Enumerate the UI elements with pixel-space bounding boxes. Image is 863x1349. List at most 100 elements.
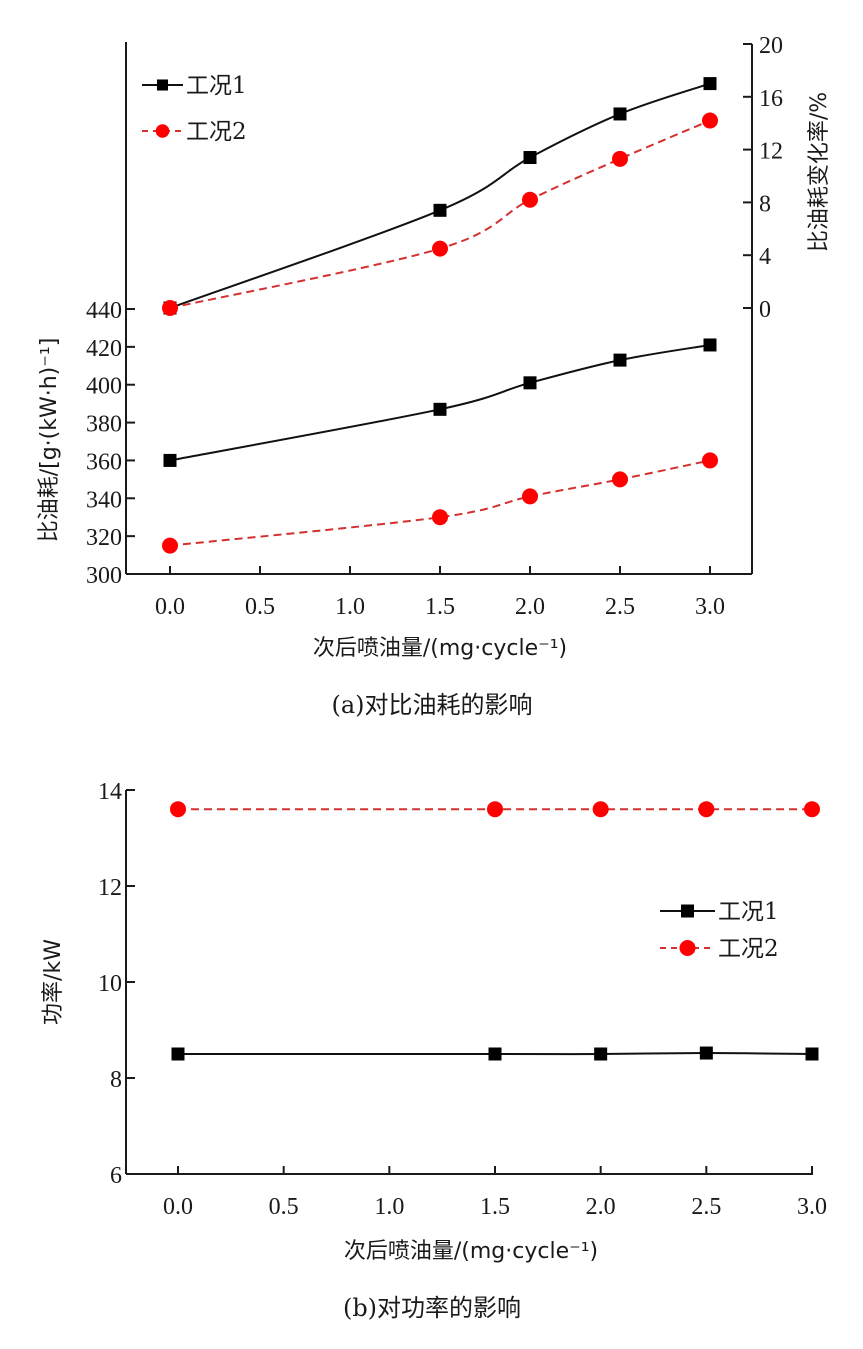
chart-a-y2-tick-label: 8 — [759, 191, 771, 217]
chart-a-y2-tick-label: 12 — [759, 139, 783, 165]
chart-a-series-3-point — [523, 151, 537, 165]
chart-b-x-tick-label: 1.5 — [480, 1194, 510, 1220]
chart-a-x-tick-label: 1.5 — [425, 594, 455, 620]
chart-a-series-2-point — [612, 471, 628, 488]
chart-a-series-2-line — [169, 459, 711, 547]
chart-a-series-1-point — [703, 338, 717, 352]
chart-a-y-tick-label: 300 — [86, 563, 122, 589]
chart-a-y-tick-label: 400 — [86, 374, 122, 400]
chart-a-legend-label: 工况2 — [186, 119, 247, 145]
chart-b-x-axis-title: 次后喷油量/(mg·cycle⁻¹) — [344, 1239, 598, 1264]
chart-a-x-tick-label: 1.0 — [335, 594, 365, 620]
chart-a-series-3-point — [703, 77, 717, 91]
chart-a-y-tick-label: 340 — [86, 487, 122, 513]
chart-b-series-1 — [171, 1046, 819, 1061]
chart-a-legend-marker — [155, 124, 170, 138]
chart-b-series-2-point — [170, 801, 186, 818]
chart-b-y-tick-label: 12 — [98, 875, 122, 901]
chart-a-series-4-line — [169, 119, 711, 309]
chart-a-series-2 — [162, 452, 718, 554]
chart-a-y-tick-label: 440 — [86, 298, 122, 324]
chart-a-legend: 工况1 工况2 — [142, 73, 247, 145]
chart-a-series-3-point — [433, 203, 447, 217]
chart-b-y-tick-label: 14 — [98, 779, 122, 805]
chart-a-x-tick-label: 2.0 — [515, 594, 545, 620]
chart-a-x-tick-label: 3.0 — [695, 594, 725, 620]
chart-b-x-tick-label: 0.5 — [269, 1194, 299, 1220]
chart-b-series — [170, 801, 820, 1061]
chart-b-legend-item-2: 工况2 — [660, 936, 779, 962]
chart-a-caption: (a)对比油耗的影响 — [331, 691, 532, 719]
chart-b-legend-label: 工况1 — [718, 899, 779, 925]
chart-b-series-2-point — [804, 801, 820, 818]
chart-b-x-tick-label: 2.5 — [691, 1194, 721, 1220]
chart-a-series-1-point — [433, 402, 447, 416]
chart-a-y-axis-title: 比油耗/[g·(kW·h)⁻¹] — [37, 338, 62, 543]
chart-b-series-2-point — [592, 801, 609, 818]
chart-a-y2-tick-label: 0 — [759, 297, 771, 323]
chart-b-series-2-point — [487, 801, 503, 818]
chart-a-series-4-point — [162, 300, 178, 316]
chart-b-y-tick-label: 6 — [110, 1163, 122, 1189]
chart-a-series-4-point — [612, 150, 628, 167]
chart-a-series-1 — [163, 338, 717, 467]
chart-a-series-3-point — [613, 107, 627, 121]
chart-a-y-tick-label: 320 — [86, 525, 122, 551]
chart-a-legend-item-2: 工况2 — [142, 119, 247, 145]
chart-a-y2-axis-title: 比油耗变化率/% — [807, 92, 832, 252]
chart-b-series-1-point — [805, 1047, 819, 1061]
chart-a-x-axis-title: 次后喷油量/(mg·cycle⁻¹) — [313, 636, 567, 661]
chart-a-series-2-point — [702, 452, 718, 469]
chart-b-x-tick-label: 3.0 — [797, 1194, 827, 1220]
chart-b-legend-marker — [679, 940, 696, 956]
chart-b-series-1-point — [171, 1047, 185, 1061]
chart-b-series-1-point — [488, 1047, 502, 1061]
chart-a-specific-fuel-consumption: 0.0 0.5 1.0 1.5 2.0 2.5 3.0 300 320 340 360 380 400 4… — [37, 33, 832, 719]
chart-a-series-4 — [162, 112, 718, 316]
chart-a-y2-tick-label: 20 — [759, 33, 783, 59]
chart-a-legend-label: 工况1 — [186, 73, 247, 99]
chart-b-y-axis-title: 功率/kW — [41, 939, 66, 1025]
chart-a-y2-tick-label: 4 — [759, 244, 771, 270]
chart-a-legend-marker — [156, 79, 169, 91]
chart-a-series — [162, 77, 718, 554]
chart-a-series-2-point — [522, 488, 538, 505]
chart-a-x-tick-label: 0.5 — [245, 594, 275, 620]
chart-b-legend-marker — [681, 904, 694, 918]
chart-a-x-tick-label: 0.0 — [155, 594, 185, 620]
chart-b-axes: 0.0 0.5 1.0 1.5 2.0 2.5 3.0 6 8 10 12 14 — [98, 779, 827, 1220]
chart-b-series-2-point — [698, 801, 715, 818]
chart-b-series-1-point — [699, 1046, 713, 1060]
chart-a-axes: 0.0 0.5 1.0 1.5 2.0 2.5 3.0 300 320 340 360 380 400 4… — [86, 33, 783, 620]
chart-b-y-tick-label: 10 — [98, 971, 122, 997]
chart-a-series-2-point — [432, 509, 448, 526]
chart-a-series-4-point — [702, 112, 718, 129]
chart-b-series-2 — [170, 801, 820, 818]
chart-a-series-1-line — [169, 343, 711, 462]
chart-b-x-tick-label: 0.0 — [163, 1194, 193, 1220]
chart-a-legend-item-1: 工况1 — [142, 73, 247, 99]
chart-b-x-tick-label: 2.0 — [586, 1194, 616, 1220]
chart-a-series-4-point — [522, 191, 538, 208]
chart-b-caption: (b)对功率的影响 — [343, 1294, 521, 1322]
chart-a-series-3 — [163, 77, 717, 315]
chart-a-y-tick-label: 360 — [86, 449, 122, 475]
chart-a-series-4-point — [432, 240, 448, 257]
chart-b-legend-label: 工况2 — [718, 936, 779, 962]
chart-b-legend-item-1: 工况1 — [660, 899, 779, 925]
chart-a-series-3-line — [169, 82, 711, 309]
chart-a-series-1-point — [523, 376, 537, 390]
chart-a-series-1-point — [613, 353, 627, 367]
chart-a-series-2-point — [162, 537, 178, 554]
chart-b-y-tick-label: 8 — [110, 1067, 122, 1093]
chart-b-x-tick-label: 1.0 — [374, 1194, 404, 1220]
chart-a-x-tick-label: 2.5 — [605, 594, 635, 620]
chart-a-y-tick-label: 380 — [86, 412, 122, 438]
chart-a-y2-tick-label: 16 — [759, 86, 783, 112]
chart-b-series-1-point — [594, 1047, 608, 1061]
chart-a-series-1-point — [163, 453, 177, 467]
chart-b-series-1-line — [178, 1052, 813, 1056]
